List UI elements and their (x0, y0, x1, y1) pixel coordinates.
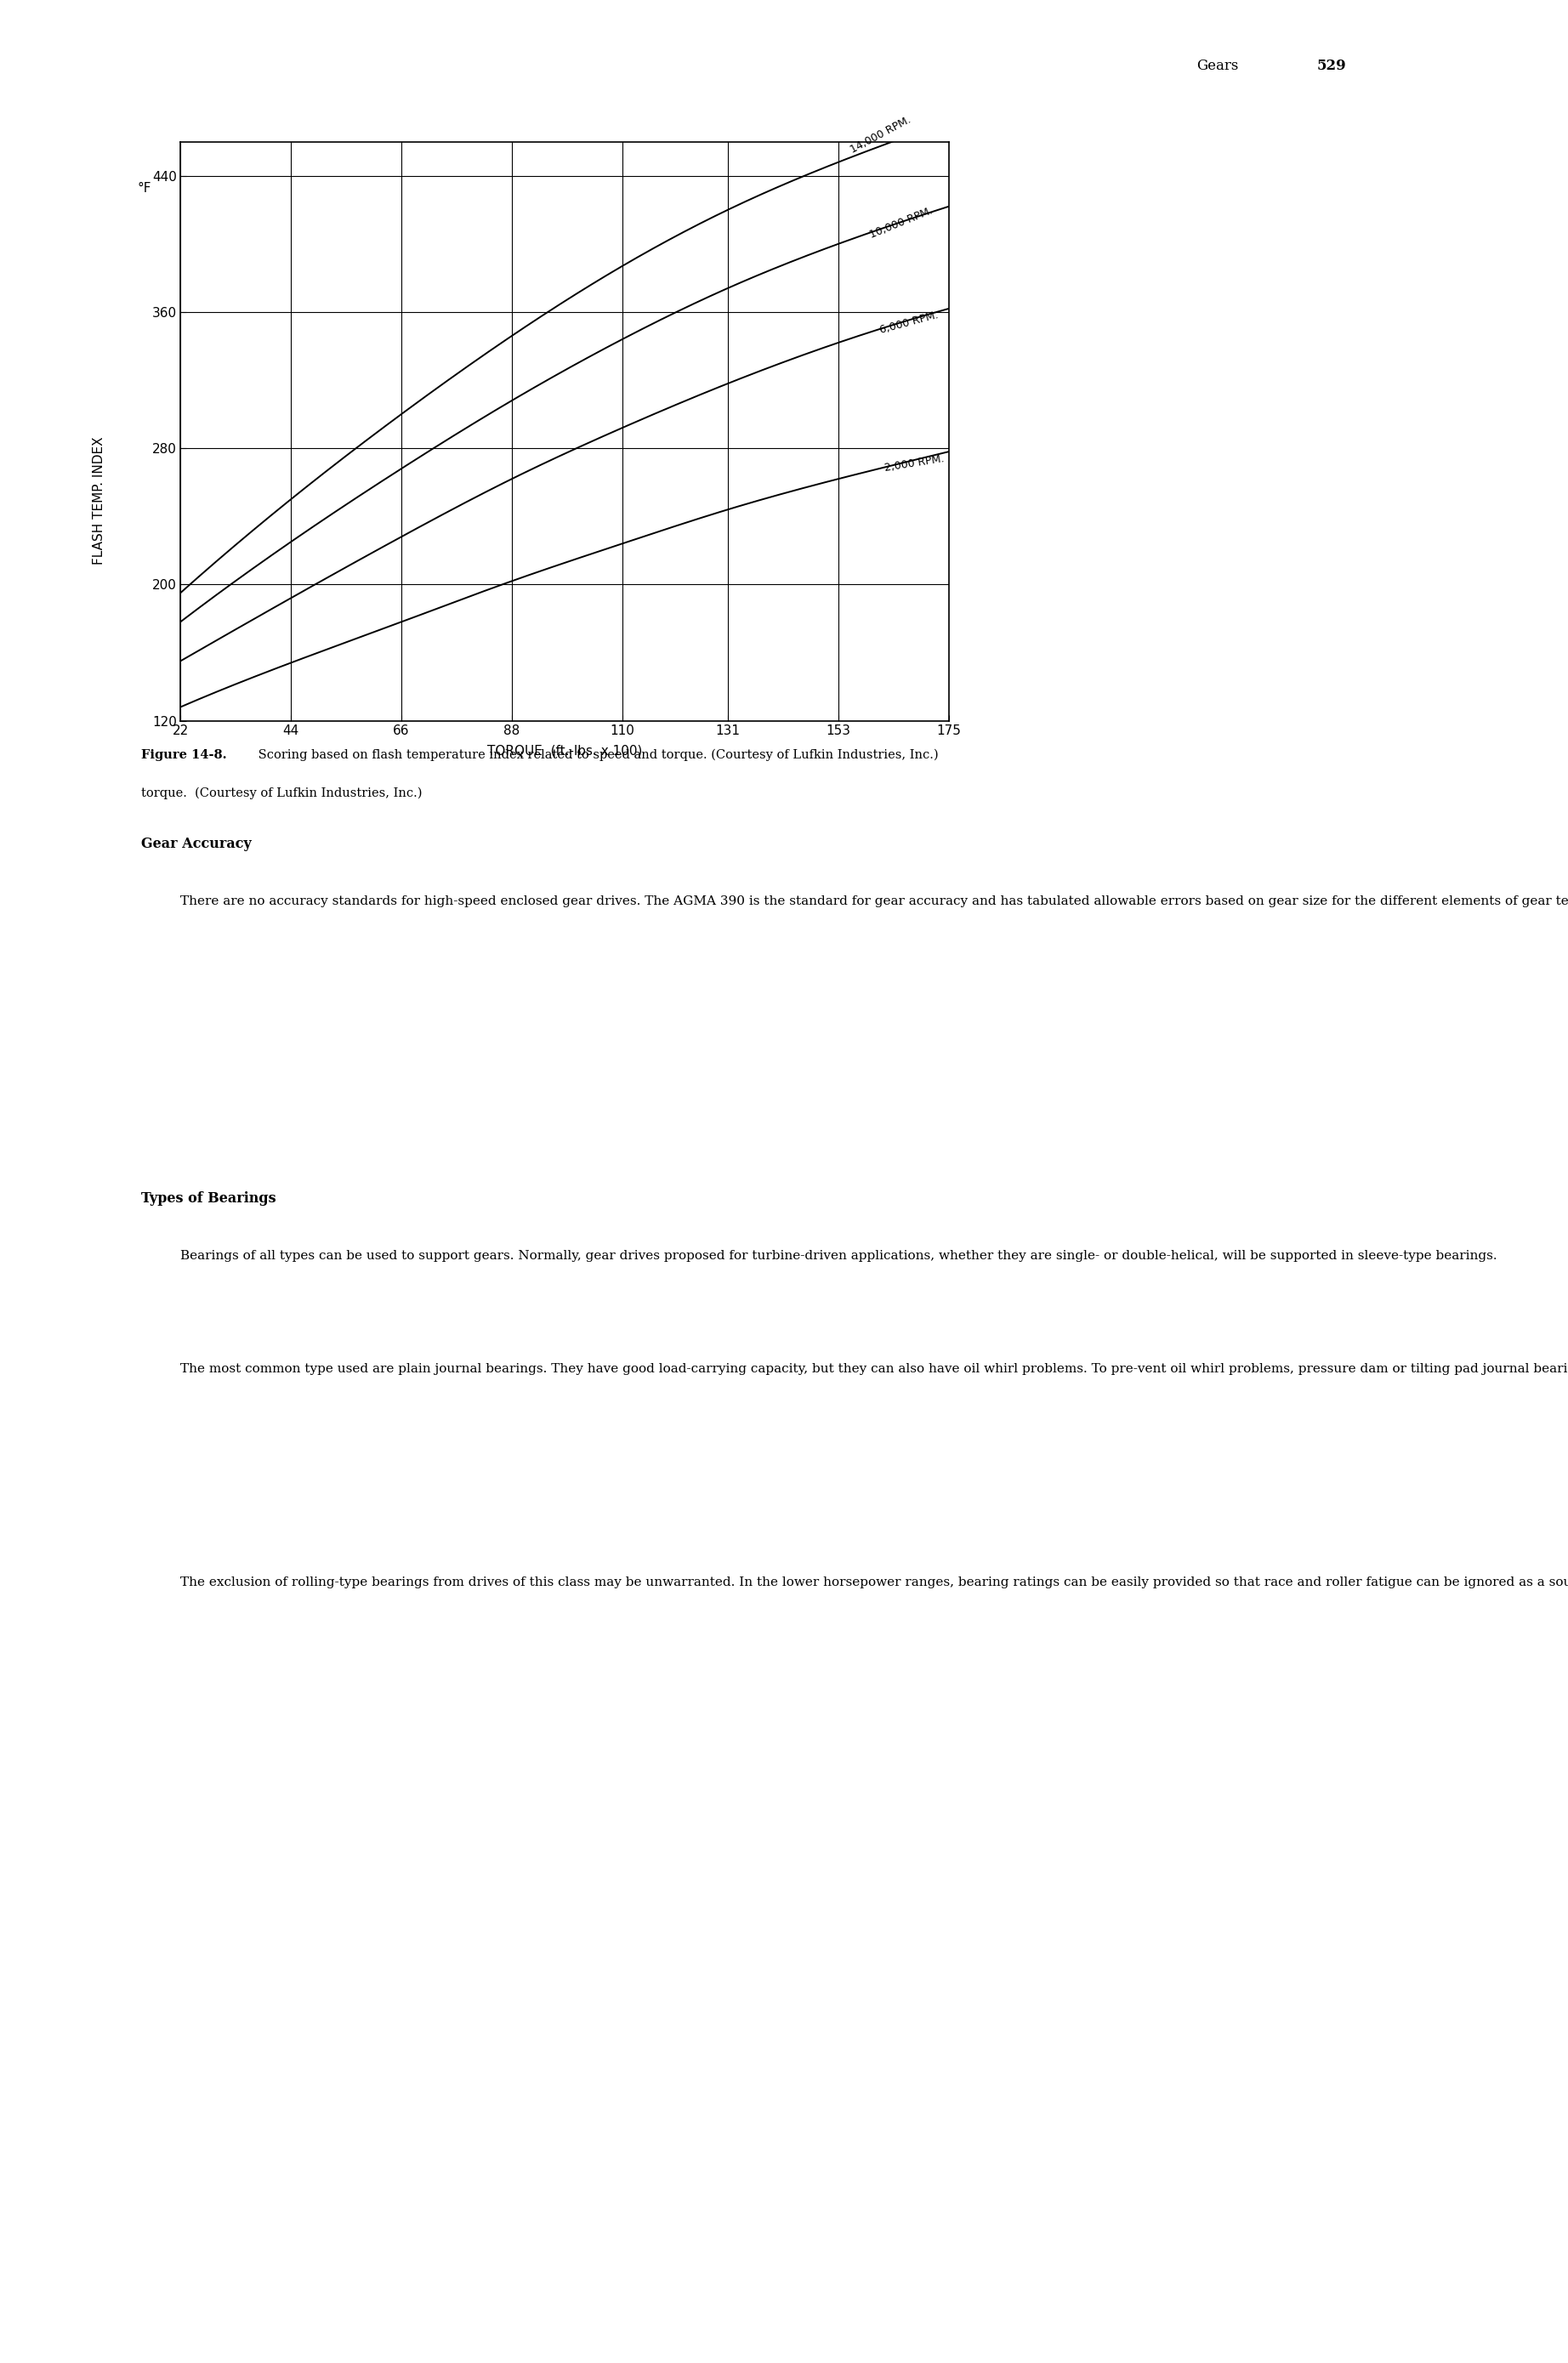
Text: Scoring based on flash temperature index related to speed and torque. (Courtesy : Scoring based on flash temperature index… (254, 749, 938, 761)
Text: 14,000 RPM.: 14,000 RPM. (848, 113, 913, 156)
X-axis label: TORQUE  (ft.-lbs. x 100): TORQUE (ft.-lbs. x 100) (488, 744, 641, 756)
Text: The most common type used are plain journal bearings. They have good load-carryi: The most common type used are plain jour… (180, 1363, 1568, 1375)
Text: 2,000 RPM.: 2,000 RPM. (883, 454, 944, 475)
Text: Gear Accuracy: Gear Accuracy (141, 837, 251, 851)
Text: torque.  (Courtesy of Lufkin Industries, Inc.): torque. (Courtesy of Lufkin Industries, … (141, 787, 422, 799)
Text: FLASH TEMP. INDEX: FLASH TEMP. INDEX (93, 437, 105, 565)
Text: °F: °F (138, 182, 151, 194)
Text: Figure 14-8.: Figure 14-8. (141, 749, 227, 761)
Text: 529: 529 (1317, 59, 1347, 73)
Text: There are no accuracy standards for high-speed enclosed gear drives. The AGMA 39: There are no accuracy standards for high… (180, 896, 1568, 907)
Text: 10,000 RPM.: 10,000 RPM. (869, 206, 935, 241)
Text: Types of Bearings: Types of Bearings (141, 1191, 276, 1205)
Text: Bearings of all types can be used to support gears. Normally, gear drives propos: Bearings of all types can be used to sup… (180, 1250, 1497, 1262)
Text: Gears: Gears (1196, 59, 1239, 73)
Text: The exclusion of rolling-type bearings from drives of this class may be unwarran: The exclusion of rolling-type bearings f… (180, 1576, 1568, 1588)
Text: 6,000 RPM.: 6,000 RPM. (878, 310, 939, 336)
